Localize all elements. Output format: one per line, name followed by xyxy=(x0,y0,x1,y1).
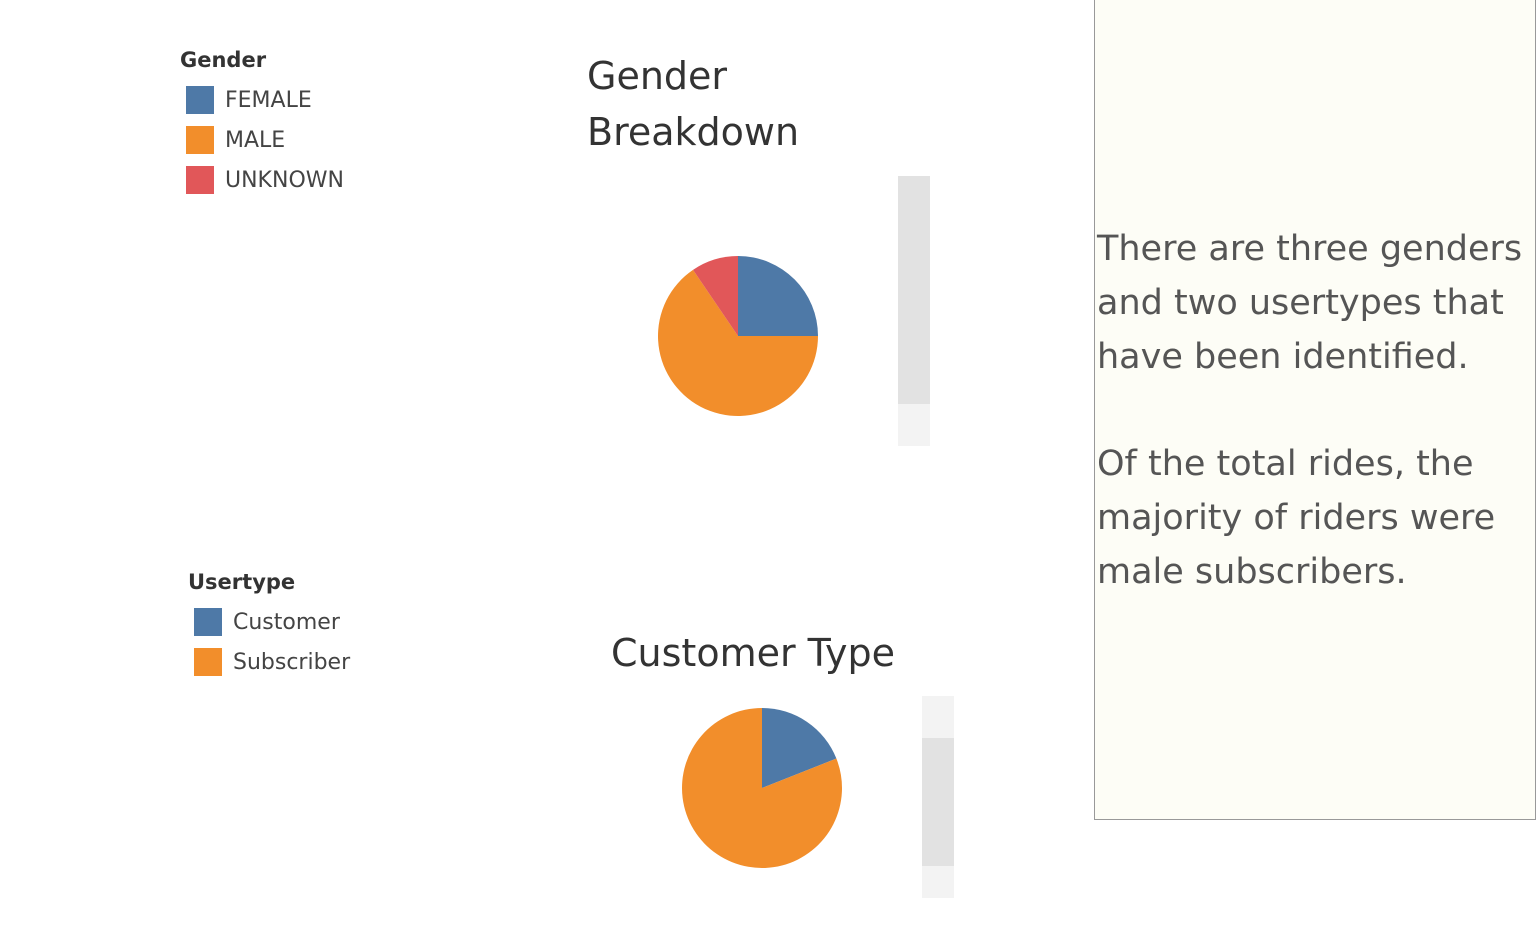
summary-paragraph-2: Of the total rides, the majority of ride… xyxy=(1097,444,1496,592)
usertype-chart-title: Customer Type xyxy=(611,631,895,675)
usertype-scroll-thumb[interactable] xyxy=(922,738,954,866)
gender-scroll-thumb[interactable] xyxy=(898,176,930,404)
gender-legend-title: Gender xyxy=(180,48,267,72)
pie-slice-male[interactable] xyxy=(658,269,818,416)
legend-label-unknown: UNKNOWN xyxy=(225,167,344,193)
legend-item-customer[interactable]: Customer xyxy=(194,602,350,642)
pie-slice-female[interactable] xyxy=(738,256,818,336)
legend-label-subscriber: Subscriber xyxy=(233,649,351,675)
pie-slice-unknown[interactable] xyxy=(693,256,738,336)
gender-scrollbar[interactable] xyxy=(898,176,930,446)
gender-legend: Gender FEMALE MALE UNKNOWN xyxy=(180,48,344,200)
summary-paragraph-1: There are three genders and two usertype… xyxy=(1097,229,1523,377)
legend-swatch-customer xyxy=(194,608,222,636)
usertype-legend-title: Usertype xyxy=(188,570,296,594)
summary-text-box: There are three genders and two usertype… xyxy=(1094,0,1536,820)
gender-pie-chart[interactable] xyxy=(656,254,820,418)
legend-label-female: FEMALE xyxy=(225,87,312,113)
legend-swatch-subscriber xyxy=(194,648,222,676)
legend-item-male[interactable]: MALE xyxy=(186,120,344,160)
gender-chart-title: Gender Breakdown xyxy=(587,54,800,154)
legend-item-unknown[interactable]: UNKNOWN xyxy=(186,160,344,200)
legend-item-subscriber[interactable]: Subscriber xyxy=(194,642,350,682)
pie-slice-subscriber[interactable] xyxy=(682,708,842,868)
legend-swatch-male xyxy=(186,126,214,154)
legend-label-male: MALE xyxy=(225,127,286,153)
legend-item-female[interactable]: FEMALE xyxy=(186,80,344,120)
legend-swatch-unknown xyxy=(186,166,214,194)
legend-label-customer: Customer xyxy=(233,609,340,635)
legend-swatch-female xyxy=(186,86,214,114)
usertype-scrollbar[interactable] xyxy=(922,696,954,898)
usertype-legend: Usertype Customer Subscriber xyxy=(188,570,350,682)
pie-slice-customer[interactable] xyxy=(762,708,837,788)
usertype-pie-chart[interactable] xyxy=(680,706,844,870)
